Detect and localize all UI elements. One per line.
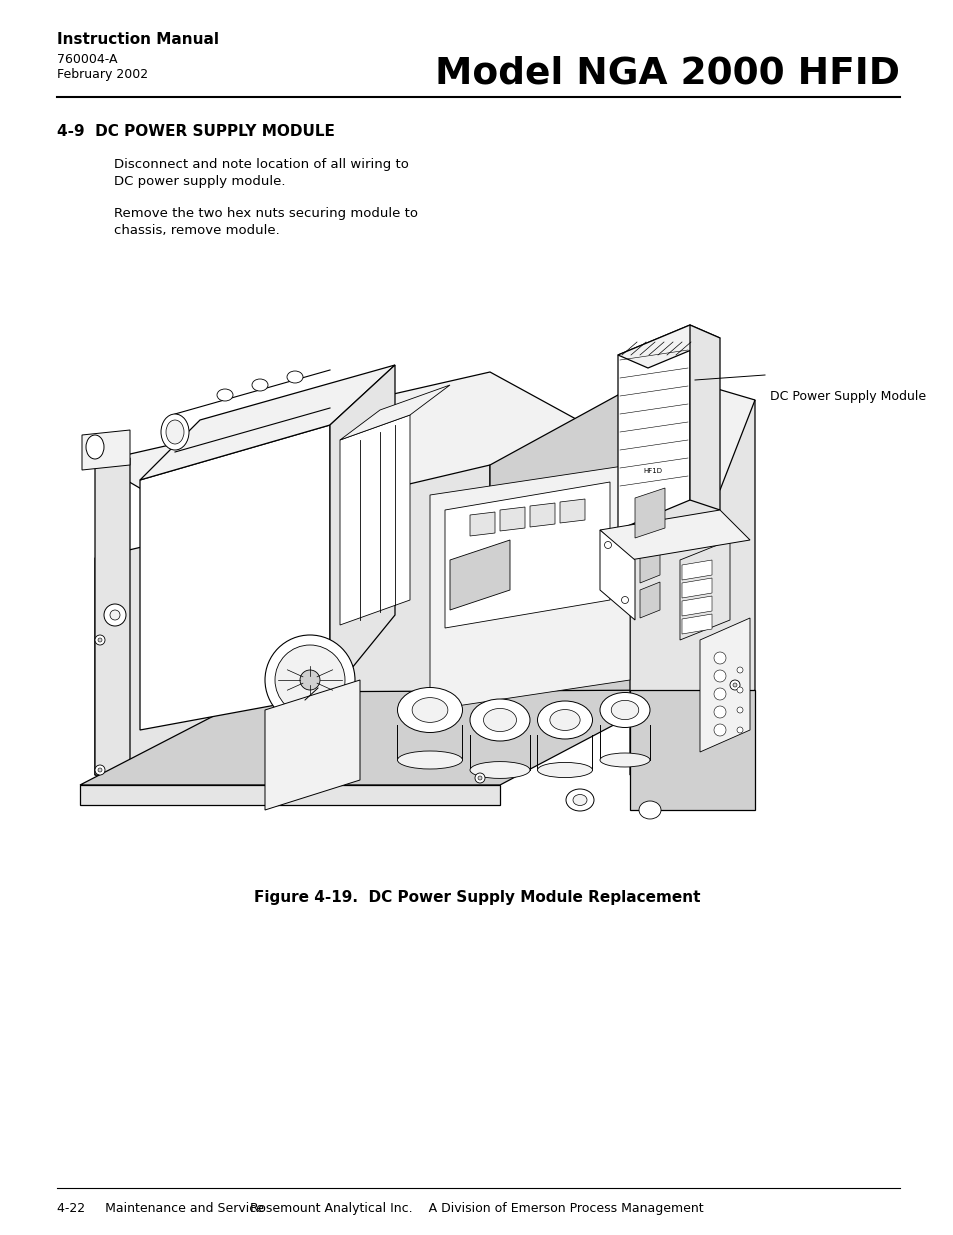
Polygon shape: [599, 530, 635, 620]
Ellipse shape: [737, 687, 742, 693]
Polygon shape: [95, 466, 490, 776]
Polygon shape: [681, 559, 711, 580]
Polygon shape: [470, 513, 495, 536]
Ellipse shape: [713, 652, 725, 664]
Text: Disconnect and note location of all wiring to: Disconnect and note location of all wiri…: [113, 158, 409, 170]
Ellipse shape: [98, 768, 102, 772]
Ellipse shape: [104, 604, 126, 626]
Ellipse shape: [274, 645, 345, 715]
Ellipse shape: [477, 776, 481, 781]
Polygon shape: [140, 366, 395, 480]
Polygon shape: [444, 482, 609, 629]
Polygon shape: [639, 513, 659, 548]
Ellipse shape: [639, 802, 660, 819]
Ellipse shape: [611, 700, 639, 720]
Ellipse shape: [599, 753, 649, 767]
Ellipse shape: [86, 435, 104, 459]
Polygon shape: [95, 458, 130, 776]
Ellipse shape: [475, 773, 484, 783]
Ellipse shape: [216, 389, 233, 401]
Text: HF1D: HF1D: [642, 468, 661, 474]
Ellipse shape: [252, 379, 268, 391]
Ellipse shape: [729, 680, 740, 690]
Text: DC power supply module.: DC power supply module.: [113, 175, 285, 188]
Polygon shape: [265, 680, 359, 810]
Polygon shape: [80, 690, 679, 785]
Polygon shape: [635, 488, 664, 538]
Polygon shape: [95, 372, 659, 558]
Text: chassis, remove module.: chassis, remove module.: [113, 224, 279, 237]
Ellipse shape: [737, 706, 742, 713]
Polygon shape: [681, 614, 711, 634]
Ellipse shape: [604, 541, 611, 548]
Text: February 2002: February 2002: [57, 68, 148, 82]
Ellipse shape: [470, 699, 530, 741]
Ellipse shape: [287, 370, 303, 383]
Polygon shape: [681, 597, 711, 616]
Polygon shape: [681, 578, 711, 598]
Ellipse shape: [549, 710, 579, 730]
Ellipse shape: [713, 724, 725, 736]
Text: Rosemount Analytical Inc.    A Division of Emerson Process Management: Rosemount Analytical Inc. A Division of …: [250, 1202, 703, 1215]
Text: Instruction Manual: Instruction Manual: [57, 32, 219, 47]
Polygon shape: [629, 372, 754, 490]
Ellipse shape: [98, 638, 102, 642]
Polygon shape: [629, 690, 754, 810]
Ellipse shape: [299, 671, 319, 690]
Ellipse shape: [110, 610, 120, 620]
Ellipse shape: [732, 683, 737, 687]
Polygon shape: [618, 325, 689, 530]
Polygon shape: [639, 582, 659, 618]
Polygon shape: [339, 385, 450, 440]
Ellipse shape: [161, 414, 189, 450]
Polygon shape: [618, 325, 720, 368]
Ellipse shape: [397, 688, 462, 732]
Text: DC Power Supply Module: DC Power Supply Module: [769, 390, 925, 403]
Ellipse shape: [412, 698, 447, 722]
Polygon shape: [499, 508, 524, 531]
Polygon shape: [430, 466, 629, 710]
Ellipse shape: [537, 762, 592, 778]
Polygon shape: [629, 400, 754, 776]
Text: Remove the two hex nuts securing module to: Remove the two hex nuts securing module …: [113, 207, 417, 220]
Ellipse shape: [470, 762, 530, 778]
Polygon shape: [140, 425, 330, 730]
Polygon shape: [599, 510, 749, 559]
Ellipse shape: [265, 635, 355, 725]
Polygon shape: [639, 547, 659, 583]
Polygon shape: [450, 540, 510, 610]
Text: Figure 4-19.  DC Power Supply Module Replacement: Figure 4-19. DC Power Supply Module Repl…: [253, 890, 700, 905]
Ellipse shape: [397, 751, 462, 769]
Ellipse shape: [166, 420, 184, 445]
Ellipse shape: [565, 789, 594, 811]
Text: 4-22     Maintenance and Service: 4-22 Maintenance and Service: [57, 1202, 264, 1215]
Ellipse shape: [737, 667, 742, 673]
Polygon shape: [339, 415, 410, 625]
Text: 760004-A: 760004-A: [57, 53, 117, 65]
Ellipse shape: [713, 688, 725, 700]
Ellipse shape: [713, 706, 725, 718]
Polygon shape: [679, 540, 729, 640]
Ellipse shape: [537, 701, 592, 739]
Polygon shape: [330, 366, 395, 695]
Ellipse shape: [483, 709, 516, 731]
Polygon shape: [700, 618, 749, 752]
Ellipse shape: [95, 764, 105, 776]
Ellipse shape: [573, 794, 586, 805]
Ellipse shape: [713, 671, 725, 682]
Polygon shape: [689, 325, 720, 510]
Ellipse shape: [737, 727, 742, 734]
Polygon shape: [530, 503, 555, 527]
Ellipse shape: [95, 635, 105, 645]
Text: 4-9  DC POWER SUPPLY MODULE: 4-9 DC POWER SUPPLY MODULE: [57, 124, 335, 140]
Polygon shape: [80, 785, 499, 805]
Text: Model NGA 2000 HFID: Model NGA 2000 HFID: [435, 56, 899, 91]
Polygon shape: [559, 499, 584, 522]
Ellipse shape: [599, 693, 649, 727]
Polygon shape: [82, 430, 130, 471]
Polygon shape: [490, 372, 659, 776]
Ellipse shape: [620, 597, 628, 604]
